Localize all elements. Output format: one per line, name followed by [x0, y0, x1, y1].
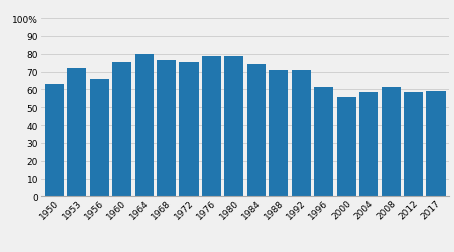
Bar — [292, 71, 311, 197]
Bar — [381, 88, 400, 197]
Bar — [426, 92, 445, 197]
Bar — [247, 65, 266, 197]
Bar — [90, 79, 109, 197]
Bar — [67, 69, 86, 197]
Bar — [269, 71, 288, 197]
Bar — [337, 97, 356, 197]
Bar — [157, 60, 176, 197]
Bar — [112, 63, 131, 197]
Bar — [179, 63, 198, 197]
Bar — [134, 55, 153, 197]
Bar — [314, 88, 333, 197]
Bar — [45, 85, 64, 197]
Bar — [359, 92, 378, 197]
Bar — [404, 93, 423, 197]
Bar — [202, 56, 221, 197]
Bar — [224, 57, 243, 197]
